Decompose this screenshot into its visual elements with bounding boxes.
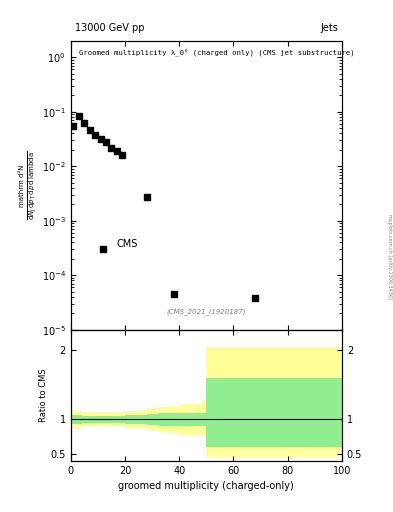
Bar (206, 378, 342, 447)
Bar (76, 415, 82, 423)
Text: mcplots.cern.ch [arXiv:1306.3436]: mcplots.cern.ch [arXiv:1306.3436] (387, 214, 392, 298)
Y-axis label: Ratio to CMS: Ratio to CMS (39, 369, 48, 422)
Bar (158, 407, 163, 432)
Bar (190, 404, 195, 435)
Bar (125, 415, 130, 423)
Bar (190, 413, 195, 425)
Bar (103, 416, 109, 423)
Bar (185, 413, 190, 425)
Bar (141, 415, 147, 424)
Bar (163, 407, 168, 432)
Bar (147, 414, 152, 425)
Bar (82, 416, 87, 423)
Bar (174, 413, 179, 425)
Bar (136, 415, 141, 423)
Bar (92, 413, 98, 426)
Bar (82, 413, 87, 426)
Bar (109, 413, 114, 426)
Bar (98, 416, 103, 423)
Bar (109, 416, 114, 423)
Bar (130, 415, 136, 423)
Bar (71, 411, 76, 429)
Bar (114, 413, 119, 426)
Bar (87, 413, 92, 426)
Text: Groomed multiplicity λ_0° (charged only) (CMS jet substructure): Groomed multiplicity λ_0° (charged only)… (79, 50, 354, 57)
Bar (152, 414, 158, 425)
Bar (179, 413, 185, 425)
Bar (147, 409, 152, 431)
Bar (168, 406, 174, 433)
Bar (136, 411, 141, 428)
Bar (185, 404, 190, 435)
Bar (114, 416, 119, 423)
Text: CMS: CMS (117, 240, 138, 249)
Bar (119, 416, 125, 423)
Bar (195, 413, 201, 425)
Bar (76, 411, 82, 428)
Bar (179, 404, 185, 435)
Bar (130, 411, 136, 428)
Bar (98, 413, 103, 426)
Bar (103, 413, 109, 426)
Text: Jets: Jets (320, 23, 338, 33)
Bar (168, 413, 174, 425)
Bar (201, 413, 206, 425)
Y-axis label: mathrm d²N
$\overline{\mathrm{d} N_J\,\mathrm{d} p_T\,\mathrm{d} p\,\mathrm{d}\,: mathrm d²N $\overline{\mathrm{d} N_J\,\m… (18, 151, 39, 220)
Bar (174, 406, 179, 433)
Bar (163, 413, 168, 425)
Text: 13000 GeV pp: 13000 GeV pp (75, 23, 144, 33)
Bar (158, 413, 163, 425)
Bar (141, 411, 147, 429)
Bar (71, 415, 76, 424)
Bar (206, 347, 342, 457)
Text: (CMS_2021_I1920187): (CMS_2021_I1920187) (167, 308, 246, 315)
Bar (87, 416, 92, 423)
Bar (152, 409, 158, 431)
Bar (119, 413, 125, 426)
Bar (201, 401, 206, 435)
X-axis label: groomed multiplicity (charged-only): groomed multiplicity (charged-only) (118, 481, 294, 491)
Bar (195, 404, 201, 435)
Bar (92, 416, 98, 423)
Bar (125, 411, 130, 428)
